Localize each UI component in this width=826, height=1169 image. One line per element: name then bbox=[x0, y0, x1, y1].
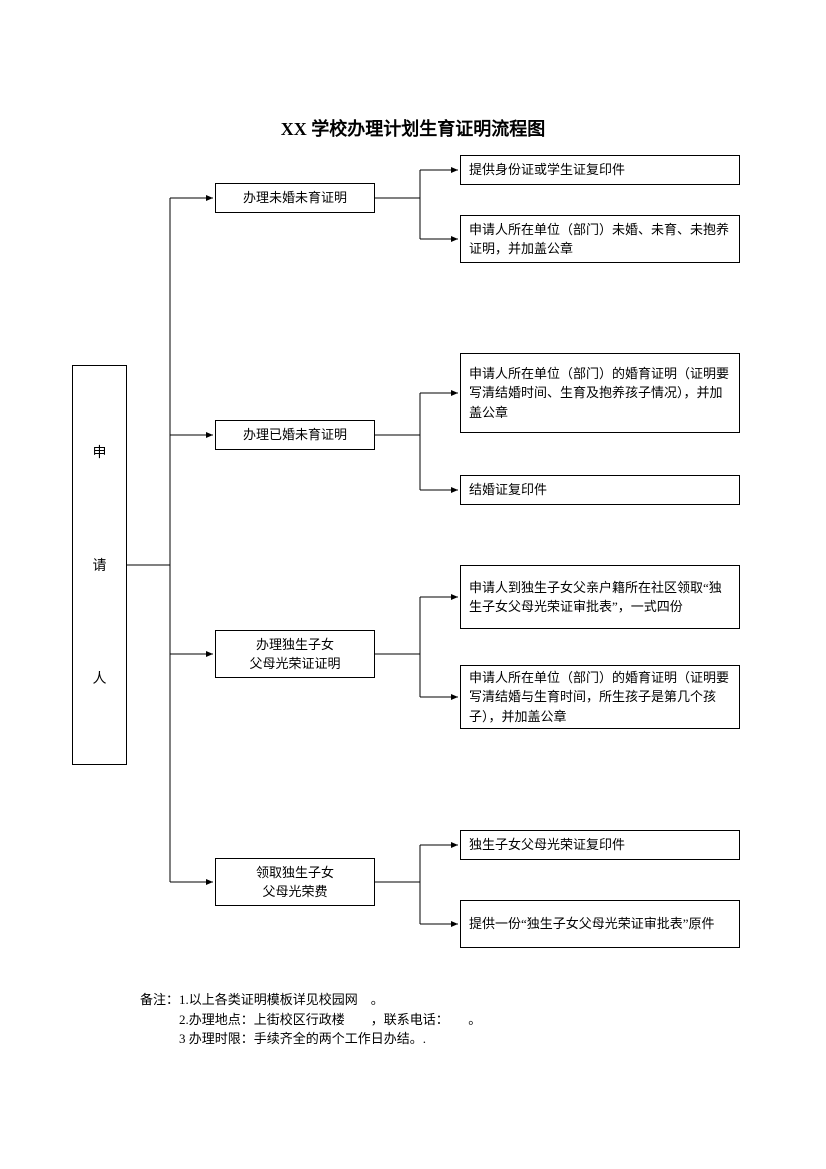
branch-box: 办理独生子女 父母光荣证证明 bbox=[215, 630, 375, 678]
output-box: 结婚证复印件 bbox=[460, 475, 740, 505]
output-box: 独生子女父母光荣证复印件 bbox=[460, 830, 740, 860]
output-box: 申请人所在单位（部门）未婚、未育、未抱养证明，并加盖公章 bbox=[460, 215, 740, 263]
output-box: 提供身份证或学生证复印件 bbox=[460, 155, 740, 185]
branch-box: 办理未婚未育证明 bbox=[215, 183, 375, 213]
output-box: 申请人到独生子女父亲户籍所在社区领取“独生子女父母光荣证审批表”，一式四份 bbox=[460, 565, 740, 629]
output-box: 申请人所在单位（部门）的婚育证明（证明要写清结婚时间、生育及抱养孩子情况），并加… bbox=[460, 353, 740, 433]
output-box: 提供一份“独生子女父母光荣证审批表”原件 bbox=[460, 900, 740, 948]
branch-box: 办理已婚未育证明 bbox=[215, 420, 375, 450]
page-title: XX 学校办理计划生育证明流程图 bbox=[0, 115, 826, 141]
branch-box: 领取独生子女 父母光荣费 bbox=[215, 858, 375, 906]
applicant-box: 申请人 bbox=[72, 365, 127, 765]
notes: 备注：1.以上各类证明模板详见校园网 。 2.办理地点：上街校区行政楼 ，联系电… bbox=[140, 990, 481, 1049]
output-box: 申请人所在单位（部门）的婚育证明（证明要写清结婚与生育时间，所生孩子是第几个孩子… bbox=[460, 665, 740, 729]
